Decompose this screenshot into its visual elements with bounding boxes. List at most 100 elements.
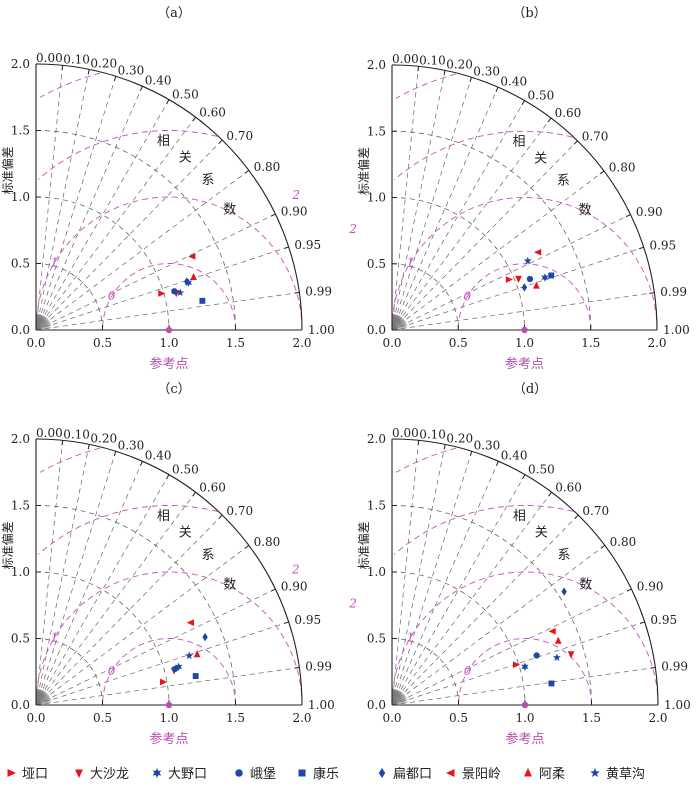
- corr-tick-label: 0.20: [446, 431, 473, 445]
- corr-tick-label: 0.40: [145, 74, 172, 88]
- correlation-spoke: [35, 474, 170, 706]
- corr-tick: [283, 246, 289, 249]
- legend-label: 康乐: [313, 766, 339, 782]
- corr-tick: [270, 588, 276, 592]
- rmse-label: 0: [108, 289, 116, 303]
- corr-axis-title-char: 关: [535, 526, 548, 541]
- station-point: [185, 651, 194, 660]
- correlation-spoke: [391, 140, 578, 331]
- outer-arc: [391, 64, 658, 331]
- station-point: [523, 256, 532, 265]
- station-point: [548, 627, 556, 635]
- legend-label: 扁都口: [393, 767, 432, 782]
- std-arc: [35, 505, 236, 706]
- legend: 垭口 大沙龙 大野口 峨堡 康乐 扁都口 景阳岭 阿柔 黄草沟: [7, 766, 645, 782]
- corr-tick: [495, 86, 499, 92]
- y-tick-label: 0.0: [11, 698, 30, 712]
- station-point: [521, 662, 529, 671]
- rmse-arc: [37, 130, 218, 180]
- y-tick-label: 2.0: [11, 432, 30, 446]
- station-point: [515, 275, 522, 284]
- corr-tick-label: 0.60: [199, 105, 226, 119]
- corr-tick-label: 0.00: [36, 51, 63, 65]
- corr-tick: [61, 65, 64, 71]
- station-point: [567, 651, 575, 659]
- rmse-arc: [393, 130, 573, 181]
- corr-tick-label: 0.90: [281, 204, 308, 218]
- corr-tick-label: 0.30: [118, 64, 145, 78]
- station-point: [534, 248, 542, 256]
- origin-fan-line: [391, 700, 408, 706]
- legend-marker: [235, 769, 243, 777]
- rmse-label: 0: [463, 289, 471, 303]
- correlation-spoke: [391, 117, 552, 331]
- corr-tick-label: 0.99: [305, 660, 332, 674]
- std-arc: [391, 130, 592, 331]
- legend-label: 阿柔: [539, 767, 565, 782]
- corr-tick: [166, 99, 170, 105]
- std-arc: [35, 130, 236, 331]
- corr-tick: [469, 451, 473, 457]
- corr-axis-title-char: 数: [579, 577, 592, 592]
- correlation-spoke: [35, 99, 170, 331]
- rmse-label: 1: [407, 630, 415, 644]
- x-tick-label: 0.5: [449, 336, 468, 350]
- corr-axis-title-char: 数: [223, 577, 236, 592]
- corr-tick: [638, 246, 644, 250]
- std-arc: [35, 196, 170, 331]
- corr-tick-label: 0.90: [637, 579, 664, 593]
- x-tick-label: 0.5: [449, 711, 468, 725]
- corr-axis-title-char: 相: [512, 135, 525, 150]
- corr-tick-label: 0.30: [473, 64, 500, 78]
- x-tick-label: 0.5: [93, 336, 112, 350]
- corr-axis-title-char: 相: [157, 134, 170, 149]
- corr-tick-label: 1.00: [308, 323, 335, 337]
- correlation-spoke: [391, 474, 526, 706]
- reference-label: 参考点: [505, 356, 544, 372]
- corr-tick: [294, 666, 300, 669]
- rmse-arc: [102, 638, 236, 705]
- legend-label: 大野口: [168, 767, 207, 782]
- corr-tick: [639, 621, 645, 624]
- rmse-arc: [458, 638, 592, 705]
- station-point: [202, 632, 208, 642]
- corr-tick: [443, 444, 446, 450]
- corr-axis-title-char: 系: [557, 174, 570, 189]
- corr-tick-label: 0.50: [172, 462, 199, 476]
- corr-tick: [218, 139, 223, 144]
- x-tick-label: 1.5: [581, 336, 600, 350]
- corr-tick: [625, 214, 631, 218]
- station-point: [533, 281, 540, 289]
- origin-fan-line: [391, 325, 408, 331]
- corr-tick-label: 0.60: [555, 480, 582, 494]
- legend-marker: [298, 769, 306, 777]
- x-tick-label: 0.0: [26, 711, 45, 725]
- outer-arc: [35, 63, 303, 331]
- rmse-label: 1: [51, 630, 59, 644]
- correlation-spoke: [391, 77, 472, 331]
- corr-tick-label: 0.20: [90, 431, 117, 445]
- corr-tick: [192, 491, 197, 497]
- rmse-arc: [395, 447, 457, 473]
- corr-tick: [270, 213, 276, 217]
- corr-axis-title-char: 关: [179, 526, 192, 541]
- corr-tick: [113, 76, 117, 82]
- std-arc: [35, 571, 170, 706]
- legend-marker: [7, 769, 16, 777]
- legend-label: 景阳岭: [462, 767, 501, 782]
- station-point: [158, 290, 166, 297]
- std-arc: [391, 197, 525, 331]
- corr-tick-label: 0.40: [500, 75, 527, 89]
- corr-tick: [650, 666, 656, 669]
- rmse-label: 2: [348, 596, 357, 610]
- corr-tick-label: 0.00: [36, 426, 63, 440]
- corr-tick-label: 0.10: [419, 427, 446, 441]
- legend-label: 大沙龙: [90, 767, 129, 782]
- reference-point: [521, 326, 528, 334]
- station-point: [171, 665, 179, 673]
- rmse-label: 1: [406, 256, 414, 270]
- corr-tick-label: 0.70: [226, 129, 253, 143]
- outer-arc: [391, 438, 659, 706]
- y-axis-title: 标准偏差: [356, 147, 371, 195]
- y-tick-label: 1.0: [367, 191, 386, 205]
